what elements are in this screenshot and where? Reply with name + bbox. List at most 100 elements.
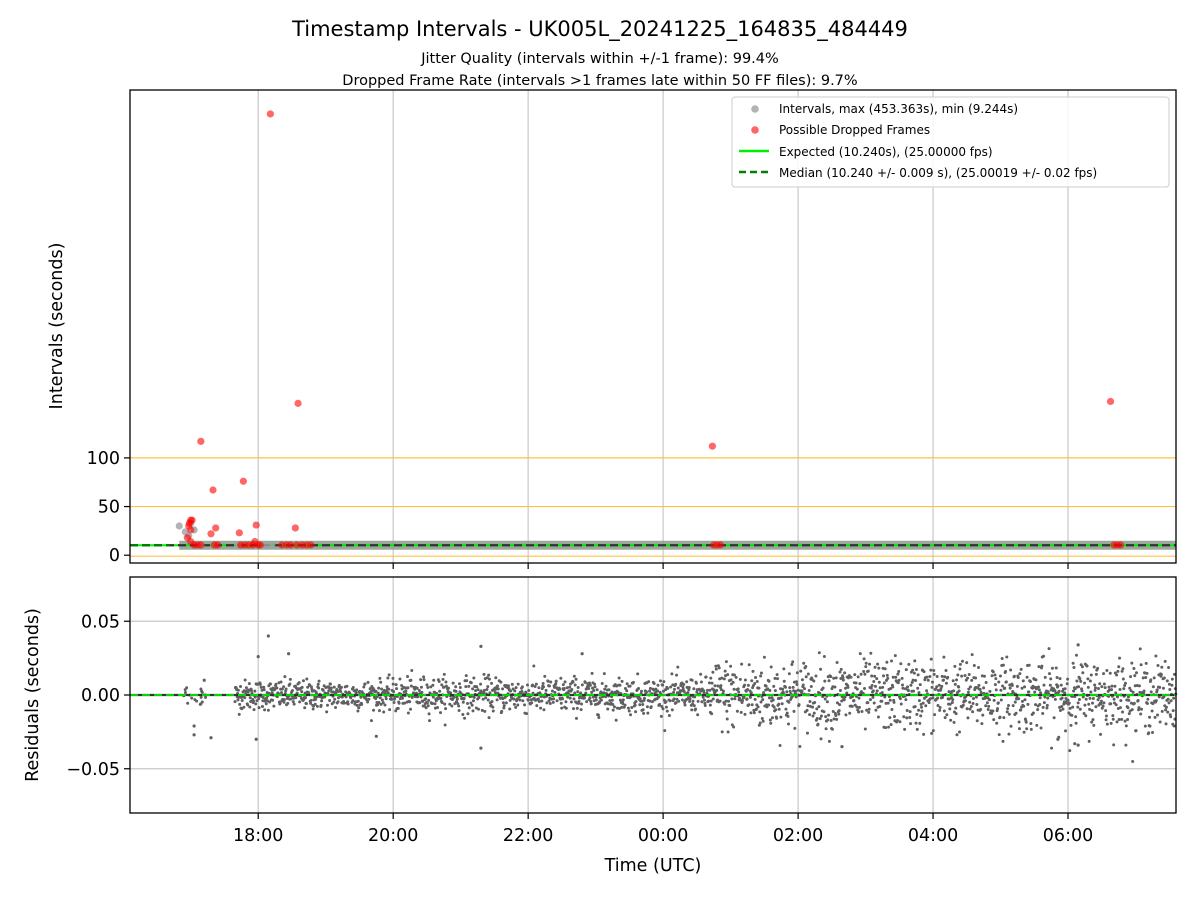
- x-tick-label: 22:00: [503, 826, 553, 846]
- residual-point: [843, 686, 847, 690]
- residual-point: [1068, 749, 1072, 753]
- residual-point: [762, 655, 766, 659]
- residual-point: [832, 717, 836, 721]
- residual-point: [852, 698, 856, 702]
- residual-point: [1110, 684, 1114, 688]
- residual-point: [455, 697, 459, 701]
- residual-point: [1061, 707, 1065, 711]
- residual-point: [1025, 727, 1029, 731]
- residual-point: [627, 709, 631, 713]
- residual-point: [966, 716, 970, 720]
- residual-point: [719, 688, 723, 692]
- residual-point: [1017, 727, 1021, 731]
- residual-point: [1028, 679, 1032, 683]
- residual-point: [823, 679, 827, 683]
- residual-point: [1055, 675, 1059, 679]
- residual-point: [336, 696, 340, 700]
- residual-point: [732, 673, 736, 677]
- residual-point: [728, 703, 732, 707]
- residual-point: [713, 684, 717, 688]
- residual-point: [559, 701, 563, 705]
- residual-point: [1172, 696, 1176, 700]
- residual-point: [379, 702, 383, 706]
- residual-point: [709, 699, 713, 703]
- residual-point: [1167, 666, 1171, 670]
- residual-point: [838, 703, 842, 707]
- residual-point: [966, 676, 970, 680]
- residual-point: [1166, 697, 1170, 701]
- residual-point: [1038, 702, 1042, 706]
- residual-point: [1158, 685, 1162, 689]
- residual-outlier-point: [1073, 742, 1077, 746]
- residual-point: [521, 699, 525, 703]
- residual-point: [1023, 685, 1027, 689]
- residual-point: [1140, 707, 1144, 711]
- residual-point: [1167, 701, 1171, 705]
- residual-point: [785, 711, 789, 715]
- residual-point: [537, 686, 541, 690]
- residual-point: [761, 698, 765, 702]
- residual-point: [356, 709, 360, 713]
- residual-point: [856, 675, 860, 679]
- residual-point: [764, 684, 768, 688]
- residual-point: [291, 700, 295, 704]
- residual-point: [737, 690, 741, 694]
- residual-point: [719, 684, 723, 688]
- residual-point: [770, 696, 774, 700]
- residual-point: [838, 689, 842, 693]
- residual-point: [740, 662, 744, 666]
- residual-point: [1016, 675, 1020, 679]
- residual-point: [374, 689, 378, 693]
- residual-point: [931, 729, 935, 733]
- residual-point: [381, 701, 385, 705]
- dropped-frame-point: [197, 541, 205, 549]
- residual-point: [1117, 665, 1121, 669]
- residual-point: [893, 654, 897, 658]
- dropped-frame-point: [716, 541, 725, 549]
- residual-point: [787, 672, 791, 676]
- residual-point: [1091, 718, 1095, 722]
- residual-point: [1063, 687, 1067, 691]
- residual-point: [873, 684, 877, 688]
- residual-point: [905, 709, 909, 713]
- residual-point: [1034, 703, 1038, 707]
- residual-point: [258, 682, 262, 686]
- residual-point: [395, 687, 399, 691]
- residual-point: [1094, 705, 1098, 709]
- residual-point: [430, 702, 434, 706]
- residual-point: [1089, 690, 1093, 694]
- residual-point: [1027, 690, 1031, 694]
- residual-point: [476, 707, 480, 711]
- residual-point: [862, 657, 866, 661]
- residual-point: [1105, 669, 1109, 673]
- residual-point: [817, 705, 821, 709]
- residual-point: [514, 686, 518, 690]
- residual-point: [1064, 729, 1068, 733]
- residual-point: [895, 718, 899, 722]
- residual-point: [740, 699, 744, 703]
- residual-point: [1130, 661, 1134, 665]
- residual-point: [1155, 688, 1159, 692]
- residual-point: [264, 702, 268, 706]
- residual-point: [610, 690, 614, 694]
- residual-point: [422, 675, 426, 679]
- residual-point: [1090, 720, 1094, 724]
- residual-point: [1092, 723, 1096, 727]
- residual-point: [919, 714, 923, 718]
- residual-point: [1045, 703, 1049, 707]
- residual-point: [827, 713, 831, 717]
- residual-point: [880, 699, 884, 703]
- residual-point: [1026, 702, 1030, 706]
- residual-point: [1133, 674, 1137, 678]
- residual-point: [568, 696, 572, 700]
- residual-point: [913, 705, 917, 709]
- residual-point: [282, 700, 286, 704]
- residual-point: [845, 691, 849, 695]
- residual-point: [633, 703, 637, 707]
- residual-point: [819, 737, 823, 741]
- residual-point: [1114, 691, 1118, 695]
- residual-point: [1151, 730, 1155, 734]
- residual-point: [252, 699, 256, 703]
- residual-point: [316, 682, 320, 686]
- residual-point: [444, 707, 448, 711]
